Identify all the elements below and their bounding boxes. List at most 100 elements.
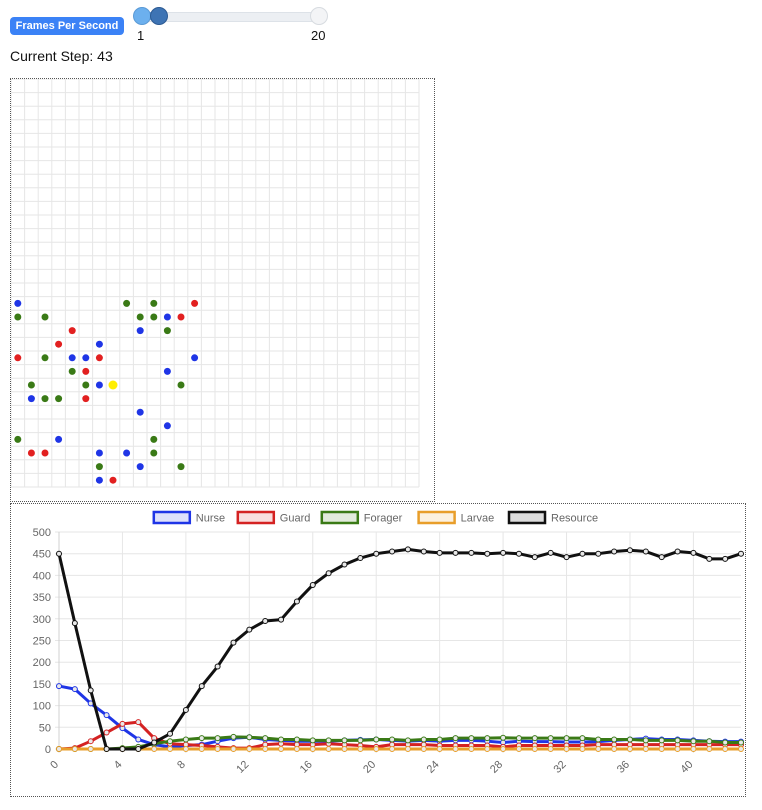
resource-point (278, 616, 285, 623)
nurse-agent (95, 449, 103, 457)
resource-point (484, 550, 491, 557)
forager-point (547, 735, 554, 742)
larvae-point (452, 746, 459, 752)
legend-swatch-nurse (152, 510, 192, 525)
forager-point (262, 735, 269, 742)
resource-point (420, 548, 427, 555)
resource-point (373, 550, 380, 557)
nurse-point (103, 712, 110, 719)
nurse-agent (82, 354, 90, 362)
forager-point (214, 735, 221, 742)
legend-label-resource: Resource (551, 513, 598, 525)
forager-agent (150, 313, 158, 321)
nurse-agent (68, 354, 76, 362)
forager-point (373, 736, 380, 743)
forager-point (436, 736, 443, 743)
nurse-point (135, 736, 142, 743)
x-axis-ticks: 0 4 8 12 16 20 24 28 32 36 40 (48, 759, 695, 776)
x-tick-label: 0 (48, 759, 61, 772)
larvae-point (547, 746, 554, 752)
resource-point (198, 683, 205, 690)
forager-agent (41, 354, 49, 362)
resource-point (436, 549, 443, 556)
forager-point (595, 736, 602, 743)
guard-agent (41, 449, 49, 457)
forager-agent (27, 381, 35, 389)
legend-item-forager[interactable]: Forager (320, 510, 403, 525)
legend-swatch-resource (507, 510, 547, 525)
larvae-point (642, 746, 649, 752)
larvae-point (484, 746, 491, 752)
forager-agent (150, 435, 158, 443)
guard-agent (95, 354, 103, 362)
legend-swatch-guard (236, 510, 276, 525)
larvae-point (563, 746, 570, 752)
fps-label: Frames Per Second (10, 17, 124, 35)
current-step: Current Step: 43 (10, 48, 113, 64)
forager-agent (150, 299, 158, 307)
nurse-agent (136, 408, 144, 416)
forager-agent (95, 463, 103, 471)
population-chart-panel: Nurse Guard Forager Larvae Resource 0 50 100 15… (10, 503, 746, 797)
resource-point (167, 730, 174, 737)
larvae-point (167, 746, 174, 752)
x-tick-label: 20 (361, 759, 378, 776)
guard-agent (191, 299, 199, 307)
larvae-point (230, 746, 237, 752)
forager-point (642, 737, 649, 744)
forager-agent (41, 313, 49, 321)
y-tick-label: 350 (33, 592, 51, 604)
resource-point (642, 548, 649, 555)
resource-point (182, 706, 189, 713)
simulation-grid-panel (10, 78, 435, 502)
resource-point (611, 548, 618, 555)
forager-agent (82, 381, 90, 389)
x-tick-label: 8 (175, 759, 188, 772)
legend-item-larvae[interactable]: Larvae (417, 510, 495, 525)
resource-point (658, 554, 665, 561)
forager-point (722, 739, 729, 746)
resource-point (531, 554, 538, 561)
nurse-agent (95, 340, 103, 348)
nurse-agent (136, 463, 144, 471)
guard-point (87, 738, 94, 745)
larvae-point (706, 746, 713, 752)
x-tick-label: 40 (678, 759, 695, 776)
x-tick-label: 12 (234, 759, 251, 776)
nurse-agent (163, 367, 171, 375)
legend-item-guard[interactable]: Guard (236, 510, 311, 525)
guard-point (135, 719, 142, 726)
legend-item-nurse[interactable]: Nurse (152, 510, 225, 525)
forager-point (278, 736, 285, 743)
guard-point (119, 720, 126, 727)
forager-point (706, 738, 713, 745)
forager-agent (177, 463, 185, 471)
larvae-point (658, 746, 665, 752)
slider-value-handle[interactable] (150, 7, 168, 25)
slider-max-handle[interactable] (310, 7, 328, 25)
nurse-agent (27, 395, 35, 403)
slider-min-handle[interactable] (133, 7, 151, 25)
resource-point (293, 598, 300, 605)
series-larvae (56, 746, 744, 752)
resource-point (515, 550, 522, 557)
legend-swatch-forager (320, 510, 360, 525)
resource-point (71, 620, 78, 627)
nurse-agent (14, 299, 22, 307)
guard-agent (27, 449, 35, 457)
nurse-point (71, 686, 78, 693)
y-tick-label: 400 (33, 570, 51, 582)
forager-point (309, 737, 316, 744)
legend-swatch-larvae (417, 510, 456, 525)
grid-agents (14, 299, 199, 484)
larvae-point (71, 746, 78, 752)
larvae-point (87, 746, 94, 752)
resource-point (389, 548, 396, 555)
resource-point (135, 746, 142, 752)
fps-slider[interactable] (132, 6, 332, 30)
legend-item-resource[interactable]: Resource (507, 510, 598, 525)
resource-point (674, 548, 681, 555)
larvae-point (626, 746, 633, 752)
larvae-point (531, 746, 538, 752)
forager-point (515, 735, 522, 742)
